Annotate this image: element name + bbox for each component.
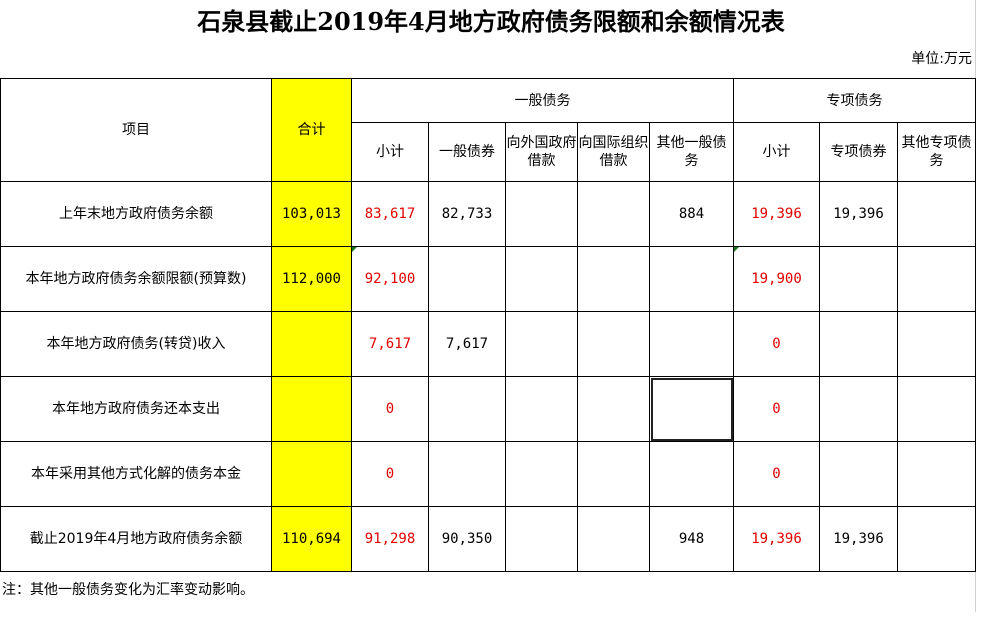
row-label[interactable]: 本年地方政府债务还本支出	[0, 376, 272, 442]
cell-other-special-debt[interactable]	[897, 181, 976, 247]
cell-foreign-gov-loan[interactable]	[505, 506, 578, 572]
cell-total[interactable]	[271, 376, 352, 442]
cell-special-subtotal[interactable]: 0	[733, 441, 820, 507]
cell-general-bond[interactable]	[428, 376, 506, 442]
cell-general-bond[interactable]	[428, 246, 506, 312]
header-other-general-debt[interactable]: 其他一般债务	[649, 122, 734, 182]
table-row: 截止2019年4月地方政府债务余额 110,694 91,298 90,350 …	[0, 506, 976, 572]
header-item[interactable]: 项目	[0, 78, 272, 182]
header-special-debt[interactable]: 专项债务	[733, 78, 976, 123]
header-total[interactable]: 合计	[271, 78, 352, 182]
selected-cell[interactable]	[649, 376, 734, 442]
page-title: 石泉县截止2019年4月地方政府债务限额和余额情况表	[197, 7, 785, 36]
header-general-subtotal[interactable]: 小计	[351, 122, 429, 182]
header-special-bond[interactable]: 专项债券	[819, 122, 898, 182]
cell-special-subtotal[interactable]: 19,396	[733, 506, 820, 572]
header-general-bond[interactable]: 一般债券	[428, 122, 506, 182]
cell-special-bond[interactable]	[819, 441, 898, 507]
header-foreign-gov-loan[interactable]: 向外国政府借款	[505, 122, 578, 182]
cell-special-subtotal[interactable]: 0	[733, 376, 820, 442]
cell-total[interactable]: 103,013	[271, 181, 352, 247]
cell-other-special-debt[interactable]	[897, 376, 976, 442]
debt-table: 项目 合计 一般债务 专项债务 小计 一般债券 向外国政府借款 向国际组织借款 …	[0, 78, 976, 572]
cell-general-subtotal[interactable]: 91,298	[351, 506, 429, 572]
row-label[interactable]: 本年地方政府债务(转贷)收入	[0, 311, 272, 377]
cell-other-general-debt[interactable]: 948	[649, 506, 734, 572]
table-row: 本年地方政府债务(转贷)收入 7,617 7,617 0	[0, 311, 976, 377]
row-label[interactable]: 截止2019年4月地方政府债务余额	[0, 506, 272, 572]
row-label[interactable]: 本年采用其他方式化解的债务本金	[0, 441, 272, 507]
cell-total[interactable]	[271, 441, 352, 507]
cell-other-special-debt[interactable]	[897, 506, 976, 572]
unit-label: 单位:万元	[911, 51, 972, 67]
cell-general-subtotal[interactable]: 0	[351, 376, 429, 442]
cell-other-general-debt[interactable]	[649, 441, 734, 507]
cell-special-bond[interactable]	[819, 246, 898, 312]
cell-general-bond[interactable]: 90,350	[428, 506, 506, 572]
header-intl-org-loan[interactable]: 向国际组织借款	[577, 122, 650, 182]
cell-special-subtotal[interactable]: 19,396	[733, 181, 820, 247]
cell-general-bond[interactable]: 82,733	[428, 181, 506, 247]
cell-intl-org-loan[interactable]	[577, 246, 650, 312]
footnote: 注：其他一般债务变化为汇率变动影响。	[2, 582, 254, 598]
cell-foreign-gov-loan[interactable]	[505, 376, 578, 442]
cell-other-special-debt[interactable]	[897, 246, 976, 312]
cell-special-bond[interactable]	[819, 376, 898, 442]
cell-intl-org-loan[interactable]	[577, 376, 650, 442]
cell-foreign-gov-loan[interactable]	[505, 246, 578, 312]
table-row: 上年末地方政府债务余额 103,013 83,617 82,733 884 19…	[0, 181, 976, 247]
cell-other-general-debt[interactable]	[649, 246, 734, 312]
cell-special-subtotal[interactable]: 0	[733, 311, 820, 377]
table-row: 本年采用其他方式化解的债务本金 0 0	[0, 441, 976, 507]
cell-special-bond[interactable]	[819, 311, 898, 377]
cell-special-subtotal[interactable]: 19,900	[733, 246, 820, 312]
cell-intl-org-loan[interactable]	[577, 441, 650, 507]
header-special-subtotal[interactable]: 小计	[733, 122, 820, 182]
cell-general-subtotal[interactable]: 7,617	[351, 311, 429, 377]
table-row: 本年地方政府债务还本支出 0 0	[0, 376, 976, 442]
cell-total[interactable]: 112,000	[271, 246, 352, 312]
table-row: 本年地方政府债务余额限额(预算数) 112,000 92,100 19,900	[0, 246, 976, 312]
sheet-edge	[975, 0, 976, 612]
cell-special-bond[interactable]: 19,396	[819, 181, 898, 247]
cell-other-special-debt[interactable]	[897, 441, 976, 507]
cell-foreign-gov-loan[interactable]	[505, 311, 578, 377]
cell-other-special-debt[interactable]	[897, 311, 976, 377]
cell-general-bond[interactable]	[428, 441, 506, 507]
cell-intl-org-loan[interactable]	[577, 506, 650, 572]
cell-intl-org-loan[interactable]	[577, 181, 650, 247]
header-other-special-debt[interactable]: 其他专项债务	[897, 122, 976, 182]
cell-general-subtotal[interactable]: 0	[351, 441, 429, 507]
cell-general-subtotal[interactable]: 83,617	[351, 181, 429, 247]
row-label[interactable]: 上年末地方政府债务余额	[0, 181, 272, 247]
cell-intl-org-loan[interactable]	[577, 311, 650, 377]
row-label[interactable]: 本年地方政府债务余额限额(预算数)	[0, 246, 272, 312]
header-general-debt[interactable]: 一般债务	[351, 78, 734, 123]
cell-foreign-gov-loan[interactable]	[505, 181, 578, 247]
cell-other-general-debt[interactable]: 884	[649, 181, 734, 247]
cell-special-bond[interactable]: 19,396	[819, 506, 898, 572]
cell-general-subtotal[interactable]: 92,100	[351, 246, 429, 312]
cell-total[interactable]	[271, 311, 352, 377]
cell-other-general-debt[interactable]	[649, 311, 734, 377]
cell-foreign-gov-loan[interactable]	[505, 441, 578, 507]
cell-general-bond[interactable]: 7,617	[428, 311, 506, 377]
cell-total[interactable]: 110,694	[271, 506, 352, 572]
